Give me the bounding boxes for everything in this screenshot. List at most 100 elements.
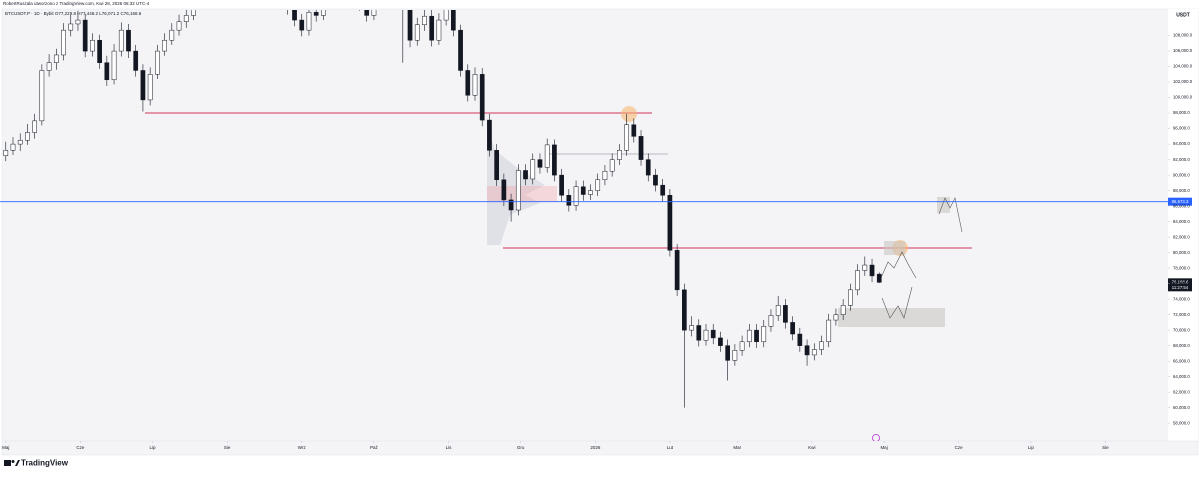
candles	[3, 10, 882, 408]
x-tick-label: Lip	[150, 445, 157, 450]
logo-slash	[15, 460, 20, 466]
chart-frame	[1, 8, 1199, 456]
candle-body	[667, 195, 673, 251]
last-price-box	[1168, 278, 1192, 292]
candle-body	[140, 70, 146, 101]
y-tick-label: 98,000.0	[1173, 110, 1190, 115]
y-tick-label: 60,000.0	[1173, 405, 1190, 410]
candle-body	[559, 174, 564, 196]
candle-body	[689, 325, 694, 331]
candle-body	[588, 190, 593, 195]
y-tick-label: 66,000.0	[1173, 358, 1190, 363]
candle-body	[364, 10, 370, 16]
candle-body	[479, 74, 485, 121]
candle-body	[523, 170, 528, 180]
candle-body	[631, 124, 637, 137]
candle-body	[754, 329, 759, 343]
candle-body	[761, 326, 767, 343]
candle-body	[472, 74, 478, 96]
candle-body	[811, 349, 817, 356]
candle-body	[450, 10, 456, 31]
candle-body	[819, 341, 824, 350]
projection-path	[938, 197, 963, 233]
watermark-text: TradingView	[21, 459, 69, 468]
y-tick-label: 96,000.0	[1173, 126, 1190, 131]
candle-body	[46, 62, 52, 71]
countdown-label: 11:27:54	[1172, 285, 1189, 290]
x-tick-label: Cze	[955, 445, 963, 450]
author-line: RobertRuszala utworzono z TradingView.co…	[3, 1, 150, 6]
candle-body	[133, 50, 139, 71]
candle-body	[862, 264, 868, 271]
y-tick-label: 106,000.0	[1173, 48, 1193, 53]
candle-body	[494, 150, 500, 181]
supply-zone	[884, 241, 905, 255]
y-tick-label: 84,000.0	[1173, 219, 1190, 224]
y-tick-label: 80,000.0	[1173, 250, 1190, 255]
x-tick-label: Paź	[370, 445, 379, 450]
candle-body	[638, 136, 644, 160]
candle-body	[407, 10, 413, 41]
y-tick-label: 88,000.0	[1173, 188, 1190, 193]
candle-body	[537, 159, 543, 168]
candle-body	[183, 15, 189, 22]
currency-label: USDT	[1176, 12, 1190, 18]
candle-body	[75, 19, 81, 25]
x-tick-label: Cze	[76, 445, 84, 450]
alert-label: 86,573.3	[1172, 199, 1189, 204]
candle-body	[169, 29, 175, 41]
candle-body	[855, 270, 860, 291]
candle-body	[443, 10, 449, 21]
y-tick-label: 86,000.0	[1173, 203, 1190, 208]
candle-body	[573, 186, 579, 206]
candle-body	[566, 195, 572, 206]
candle-body	[580, 186, 586, 195]
candle-body	[97, 39, 102, 63]
candle-body	[465, 70, 471, 96]
candle-body	[458, 29, 463, 71]
x-tick-label: Wrz	[298, 445, 307, 450]
candle-body	[17, 139, 23, 145]
candle-body	[696, 325, 702, 341]
y-tick-label: 90,000.0	[1173, 172, 1190, 177]
candle-body	[292, 10, 297, 21]
candle-body	[321, 10, 326, 16]
x-tick-label: Lis	[446, 445, 453, 450]
candle-body	[371, 10, 377, 16]
candle-body	[3, 150, 9, 156]
candle-body	[515, 170, 521, 211]
candle-body	[313, 12, 319, 16]
projection-path	[879, 251, 917, 281]
candle-body	[25, 132, 30, 141]
candle-body	[775, 305, 781, 316]
candle-body	[718, 337, 723, 346]
y-tick-label: 58,000.0	[1173, 420, 1190, 425]
y-tick-label: 102,000.0	[1173, 79, 1193, 84]
x-tick-label: Mar	[733, 445, 741, 450]
candle-body	[869, 264, 875, 277]
candle-body	[436, 19, 442, 41]
supply-zone	[937, 197, 950, 213]
candle-body	[530, 159, 536, 180]
candle-body	[306, 12, 312, 31]
x-tick-label: Gru	[517, 445, 525, 450]
candle-body	[703, 329, 709, 341]
y-tick-label: 104,000.0	[1173, 64, 1193, 69]
candle-body	[826, 319, 832, 343]
y-tick-label: 62,000.0	[1173, 389, 1190, 394]
x-tick-label: 2026	[590, 445, 601, 450]
candle-body	[414, 24, 420, 41]
candle-body	[487, 119, 492, 151]
candle-body	[501, 179, 507, 201]
last-price-label: 76,168.6	[1172, 279, 1189, 284]
candle-body	[660, 184, 666, 196]
candle-body	[602, 170, 608, 181]
candle-body	[681, 289, 687, 331]
candle-body	[783, 305, 788, 323]
candle-body	[840, 305, 846, 315]
candle-body	[609, 159, 615, 172]
candle-body	[725, 345, 731, 361]
y-tick-label: 78,000.0	[1173, 265, 1190, 270]
